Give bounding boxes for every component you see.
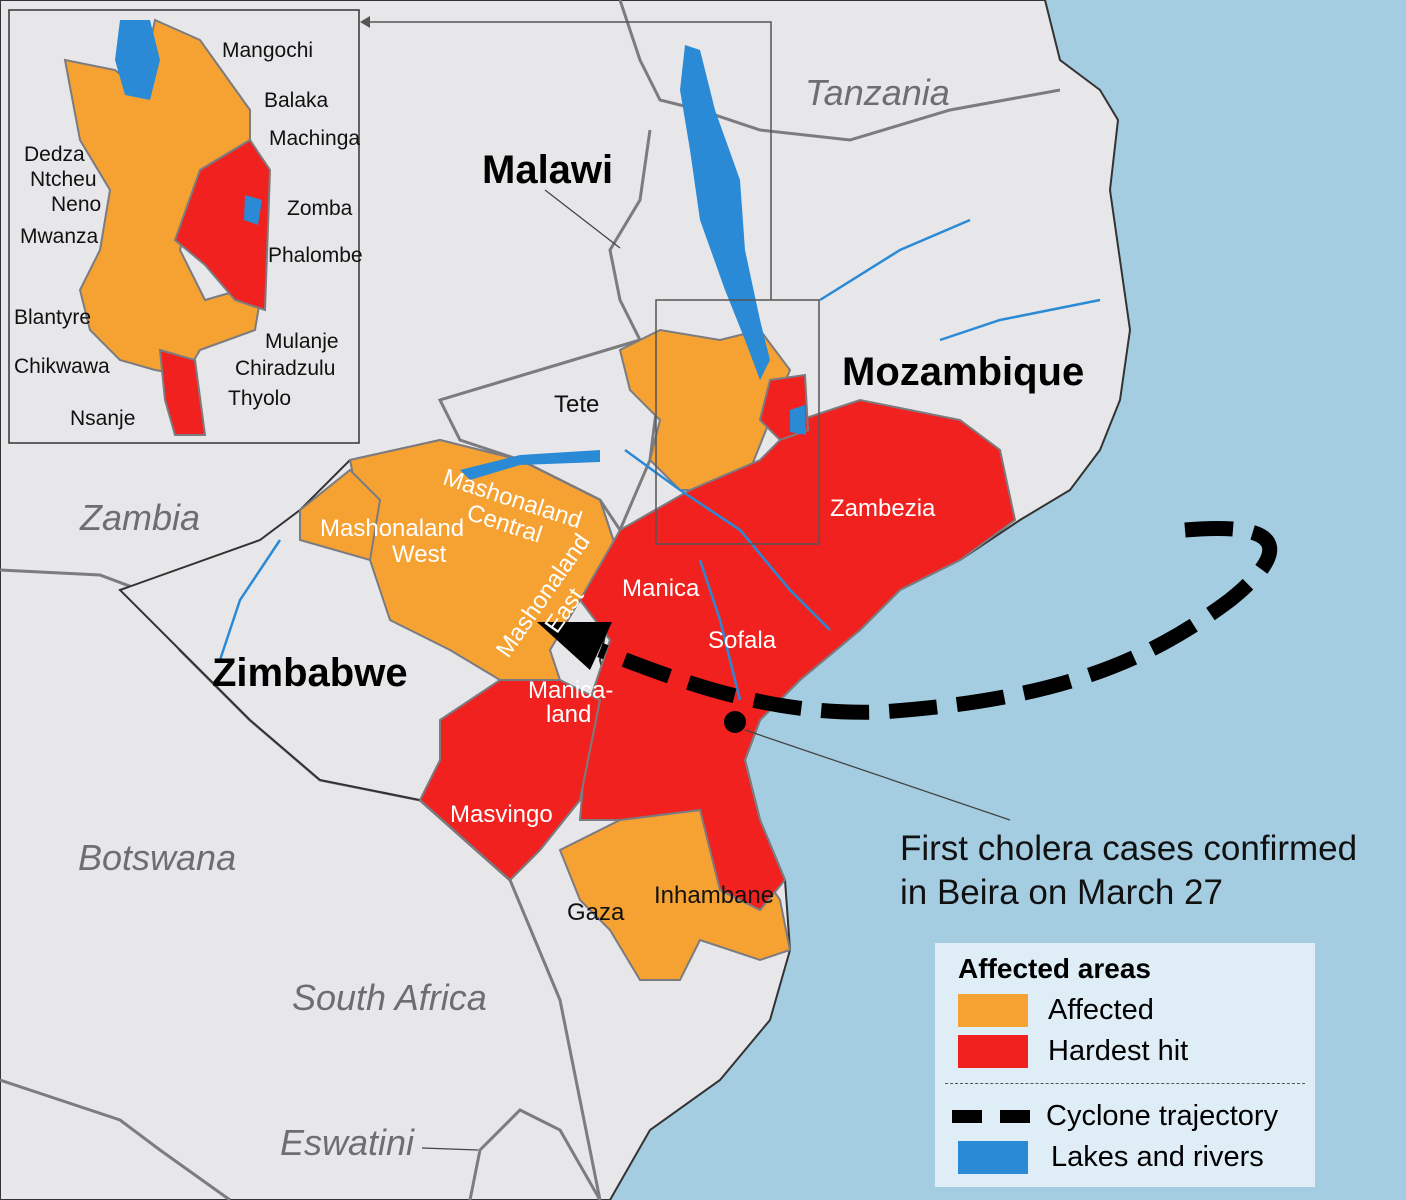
inset-label-balaka: Balaka [264, 89, 329, 112]
hardest-hit-swatch [958, 1034, 1028, 1068]
annotation-line1: First cholera cases confirmed [900, 829, 1357, 868]
inset-label-phalombe: Phalombe [268, 244, 363, 267]
label-gaza: Gaza [567, 899, 625, 926]
cyclone-swatch-dash [952, 1109, 982, 1123]
label-mashonaland-west-1: Mashonaland [320, 515, 464, 542]
label-malawi: Malawi [482, 148, 613, 192]
inset-label-mwanza: Mwanza [20, 225, 99, 248]
inset-label-thyolo: Thyolo [228, 387, 291, 410]
cyclone-trajectory [597, 521, 1278, 720]
label-zambia: Zambia [79, 497, 200, 538]
beira-leader-line [744, 729, 1011, 821]
legend-affected-label: Affected [1048, 993, 1154, 1026]
label-south-africa: South Africa [292, 977, 487, 1018]
legend-water-label: Lakes and rivers [1051, 1140, 1264, 1173]
label-tete: Tete [554, 391, 599, 418]
legend-water: Lakes and rivers [958, 1140, 1264, 1174]
malawi-leader-line [544, 189, 621, 249]
cyclone-swatch-dash [1000, 1109, 1030, 1123]
eswatini-leader-line [421, 1147, 479, 1151]
annotation-line2: in Beira on March 27 [900, 873, 1223, 912]
legend-affected: Affected [958, 993, 1154, 1027]
legend: Affected areas Affected Hardest hit Cycl… [935, 943, 1315, 1187]
inset-arrowhead-icon [360, 16, 370, 28]
beira-marker [724, 711, 746, 733]
legend-cyclone: Cyclone trajectory [952, 1099, 1278, 1133]
inset-label-blantyre: Blantyre [14, 306, 91, 329]
inset-arrow [365, 21, 772, 300]
affected-areas [63, 18, 792, 981]
legend-divider [945, 1083, 1305, 1084]
label-inhambane: Inhambane [654, 882, 774, 909]
inset-label-zomba: Zomba [287, 197, 353, 220]
label-eswatini: Eswatini [280, 1122, 415, 1163]
label-mashonaland-west-2: West [392, 541, 447, 568]
label-manica: Manica [622, 575, 700, 602]
label-manicaland-1: Manica- [528, 677, 613, 704]
inset-label-mangochi: Mangochi [222, 39, 313, 62]
legend-title: Affected areas [958, 953, 1151, 984]
legend-hardest-hit: Hardest hit [958, 1034, 1188, 1068]
rivers [218, 218, 1101, 701]
label-manicaland-2: land [546, 701, 591, 728]
label-botswana: Botswana [78, 837, 236, 878]
label-tanzania: Tanzania [805, 72, 950, 113]
inset-label-nsanje: Nsanje [70, 407, 135, 430]
inset-label-neno: Neno [51, 193, 101, 216]
inset-label-ntcheu: Ntcheu [30, 168, 97, 191]
inset-label-dedza: Dedza [24, 143, 85, 166]
legend-cyclone-label: Cyclone trajectory [1046, 1099, 1279, 1132]
inset-source-box [655, 299, 820, 545]
label-sofala: Sofala [708, 627, 777, 654]
water-swatch [958, 1140, 1028, 1174]
inset-labels: Mangochi Balaka Machinga Dedza Ntcheu Ne… [14, 39, 363, 430]
arrowhead-icon [537, 622, 612, 670]
legend-hardest-hit-label: Hardest hit [1048, 1034, 1189, 1067]
inset-label-machinga: Machinga [269, 127, 360, 150]
inset-frame [8, 9, 360, 444]
label-mozambique: Mozambique [842, 350, 1084, 394]
hardest-hit-areas [158, 138, 1017, 912]
inset-label-mulanje: Mulanje [265, 330, 339, 353]
lakes-and-rivers [115, 20, 806, 480]
affected-swatch [958, 993, 1028, 1027]
label-zimbabwe: Zimbabwe [212, 651, 408, 695]
label-masvingo: Masvingo [450, 801, 553, 828]
inset-label-chikwawa: Chikwawa [14, 355, 110, 378]
inset-label-chiradzulu: Chiradzulu [235, 357, 335, 380]
label-zambezia: Zambezia [830, 495, 936, 522]
